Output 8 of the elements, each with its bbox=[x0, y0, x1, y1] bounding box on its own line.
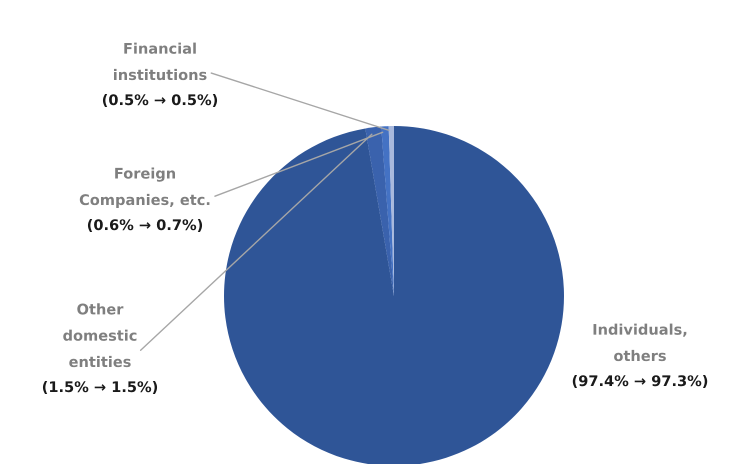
data-label: (97.4% → 97.3%) bbox=[572, 374, 708, 388]
data-label: (0.6% → 0.7%) bbox=[88, 218, 202, 232]
slice-label: Other domestic entities bbox=[63, 303, 136, 368]
slice-label: Individuals, others bbox=[594, 324, 686, 362]
data-label: (0.5% → 0.5%) bbox=[102, 94, 218, 107]
slice-label: Financial institutions bbox=[114, 42, 207, 80]
data-label: (1.5% → 1.5%) bbox=[42, 380, 158, 394]
slice-label: Foreign Companies, etc. bbox=[80, 167, 210, 208]
